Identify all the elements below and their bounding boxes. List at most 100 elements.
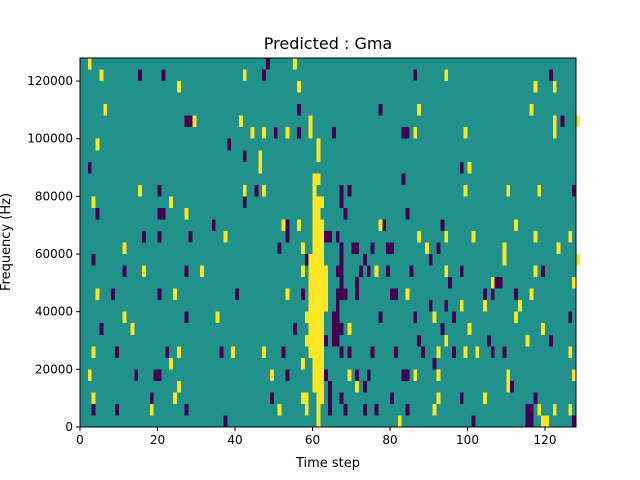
heatmap-cell — [405, 127, 410, 139]
heatmap-cell — [285, 127, 290, 139]
heatmap-cell — [103, 104, 108, 116]
heatmap-cell — [335, 230, 340, 243]
heatmap-cell — [293, 323, 298, 335]
heatmap-cell — [355, 288, 360, 301]
heatmap-cell — [111, 288, 115, 301]
heatmap-cell — [568, 346, 573, 358]
heatmap-cell — [169, 196, 174, 208]
heatmap-cell — [541, 323, 546, 335]
heatmap-cell — [324, 369, 329, 381]
heatmap-cell — [471, 415, 476, 427]
x-tick-label: 20 — [150, 433, 165, 447]
heatmap-cell — [184, 403, 189, 416]
heatmap-cell — [572, 277, 577, 289]
heatmap-cell — [533, 392, 538, 404]
heatmap-cell — [161, 69, 166, 82]
heatmap-cell — [192, 115, 197, 128]
heatmap-cell — [378, 104, 383, 116]
heatmap-cell — [335, 288, 340, 347]
heatmap-cell — [444, 230, 449, 243]
heatmap-cells — [87, 58, 580, 428]
y-tick-label: 80000 — [35, 189, 73, 203]
heatmap-cell — [444, 265, 449, 278]
heatmap-cell — [130, 323, 135, 335]
heatmap-cell — [91, 403, 96, 416]
heatmap-cell — [304, 392, 309, 416]
heatmap-cell — [378, 311, 383, 324]
y-tick-label: 0 — [65, 420, 73, 434]
heatmap-cell — [285, 230, 290, 243]
heatmap-cell — [525, 334, 530, 347]
heatmap-cell — [114, 346, 119, 358]
heatmap-cell — [525, 403, 530, 416]
heatmap-cell — [448, 277, 453, 289]
heatmap-cell — [242, 150, 247, 162]
x-tick-label: 100 — [456, 433, 479, 447]
heatmap-cell — [308, 127, 313, 139]
heatmap-cell — [242, 196, 247, 208]
heatmap-cell — [87, 369, 92, 381]
heatmap-cell — [444, 334, 449, 347]
heatmap-cell — [393, 288, 398, 301]
x-tick-label: 60 — [305, 433, 320, 447]
heatmap-cell — [483, 392, 487, 404]
heatmap-cell — [436, 392, 441, 404]
heatmap-cell — [300, 357, 305, 370]
heatmap-cell — [324, 265, 329, 312]
heatmap-cell — [316, 196, 321, 428]
heatmap-cell — [281, 219, 286, 231]
heatmap-cell — [366, 369, 371, 381]
heatmap-cell — [390, 242, 394, 255]
heatmap-cell — [541, 415, 546, 427]
heatmap-cell — [331, 311, 336, 347]
heatmap-cell — [533, 81, 538, 93]
heatmap-cell — [258, 161, 263, 174]
heatmap-cell — [459, 265, 464, 278]
heatmap-cell — [266, 58, 270, 70]
heatmap-cell — [153, 369, 158, 381]
heatmap-cell — [440, 323, 445, 335]
heatmap-cell — [576, 254, 580, 266]
heatmap-cell — [258, 150, 263, 162]
heatmap-cell — [413, 369, 418, 381]
heatmap-cell — [134, 369, 139, 381]
heatmap-cell — [184, 311, 189, 324]
heatmap-cell — [471, 230, 476, 243]
heatmap-cell — [300, 288, 305, 301]
heatmap-cell — [262, 69, 267, 82]
heatmap-cell — [525, 415, 530, 427]
heatmap-cell — [328, 230, 332, 243]
y-axis: 0 20000 40000 60000 80000 100000 120000 — [27, 74, 80, 434]
heatmap-cell — [417, 104, 422, 116]
heatmap-cell — [382, 219, 387, 231]
heatmap-cell — [545, 415, 549, 427]
heatmap-cell — [242, 184, 247, 197]
heatmap-cell — [169, 357, 174, 370]
heatmap-cell — [393, 346, 398, 358]
heatmap-cell — [362, 254, 367, 266]
heatmap-cell — [114, 403, 119, 416]
heatmap-cell — [262, 184, 267, 197]
heatmap-cell — [300, 242, 305, 255]
heatmap-cell — [390, 288, 394, 301]
heatmap-cell — [537, 403, 542, 416]
heatmap-cell — [157, 288, 162, 301]
heatmap-cell — [424, 242, 429, 255]
heatmap-cell — [444, 69, 449, 82]
heatmap-cell — [436, 346, 441, 358]
heatmap-cell — [541, 265, 546, 278]
heatmap-cell — [533, 265, 538, 278]
heatmap-cell — [176, 346, 181, 358]
heatmap-cell — [300, 265, 305, 278]
heatmap-cell — [165, 346, 170, 358]
heatmap-cell — [238, 115, 243, 128]
heatmap-cell — [490, 277, 495, 289]
y-tick-label: 20000 — [35, 362, 73, 376]
heatmap-cell — [157, 369, 162, 381]
heatmap-cell — [537, 184, 542, 197]
heatmap-cell — [351, 242, 356, 255]
heatmap-cell — [432, 357, 437, 370]
heatmap-cell — [343, 207, 348, 220]
heatmap-cell — [304, 311, 309, 324]
heatmap-cell — [572, 369, 577, 381]
